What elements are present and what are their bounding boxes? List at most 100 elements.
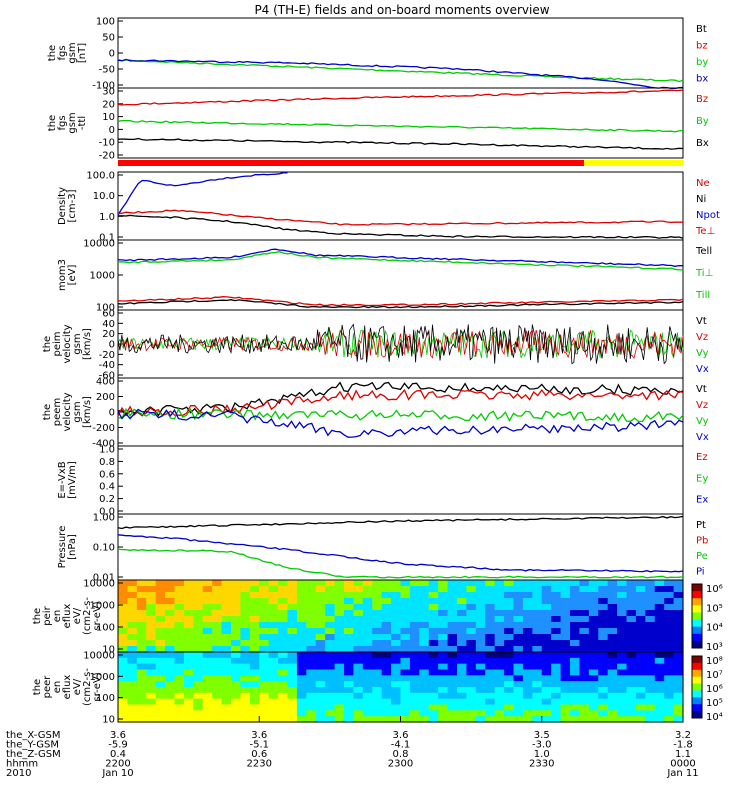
heat-cell [268, 628, 279, 635]
heat-cell [118, 616, 129, 623]
legend-entry: Vz [696, 332, 708, 343]
heat-cell [174, 716, 185, 723]
heat-cell [560, 610, 571, 617]
heat-cell [325, 669, 336, 676]
heat-cell [617, 710, 628, 717]
heat-cell [532, 675, 543, 682]
heat-cell [306, 698, 317, 706]
heat-cell [475, 616, 486, 623]
heat-cell [409, 687, 420, 694]
heat-cell [240, 704, 251, 711]
y-tick-label: 10 [102, 715, 115, 726]
heat-cell [183, 692, 194, 700]
heat-cell [278, 586, 289, 593]
heat-cell [193, 663, 204, 671]
heat-cell [127, 646, 138, 653]
heat-cell [287, 592, 298, 599]
heat-cell [240, 687, 251, 694]
heat-cell [155, 598, 166, 605]
heat-cell [334, 704, 345, 711]
heat-cell [268, 610, 279, 617]
heat-cell [588, 669, 599, 676]
heat-cell [522, 622, 533, 629]
heat-cell [334, 652, 345, 659]
heat-cell [268, 592, 279, 599]
colorbar-band [692, 612, 702, 621]
heat-cell [381, 634, 392, 641]
heat-cell [391, 604, 402, 611]
heat-cell [626, 710, 637, 717]
heat-cell [428, 663, 439, 671]
heat-cell [532, 616, 543, 623]
heat-cell [353, 698, 364, 706]
heat-cell [174, 675, 185, 682]
panel-frame [117, 445, 684, 515]
heat-cell [249, 640, 260, 647]
heat-cell [579, 592, 590, 599]
heat-cell [664, 592, 675, 599]
heat-cell [513, 616, 524, 623]
heat-cell [344, 681, 355, 688]
heat-cell [400, 652, 411, 659]
heat-cell [165, 640, 176, 647]
heat-cell [353, 657, 364, 665]
heat-cell [522, 646, 533, 653]
heat-cell [617, 616, 628, 623]
heat-cell [372, 657, 383, 665]
heat-cell [400, 598, 411, 605]
heat-cell [334, 634, 345, 641]
heat-cell [221, 616, 232, 623]
heat-cell [296, 586, 307, 593]
heat-cell [325, 634, 336, 641]
heat-cell [306, 716, 317, 723]
heat-cell [673, 640, 684, 647]
heat-cell [296, 634, 307, 641]
heat-cell [673, 616, 684, 623]
heat-cell [296, 652, 307, 659]
heat-cell [127, 580, 138, 587]
heat-cell [513, 628, 524, 635]
heat-cell [588, 592, 599, 599]
heat-cell [626, 610, 637, 617]
heat-cell [391, 710, 402, 717]
heat-cell [447, 598, 458, 605]
heat-cell [570, 628, 581, 635]
heat-cell [212, 604, 223, 611]
heat-cell [419, 675, 430, 682]
heat-cell [457, 704, 468, 711]
heat-cell [457, 640, 468, 647]
heat-cell [259, 616, 270, 623]
heat-cell [344, 710, 355, 717]
heat-cell [240, 634, 251, 641]
heat-cell [146, 710, 157, 717]
heat-cell [127, 652, 138, 659]
heat-cell [645, 604, 656, 611]
colorbar-tick-label: 10³ [706, 642, 723, 653]
heat-cell [174, 663, 185, 671]
heat-cell [485, 634, 496, 641]
heat-cell [570, 675, 581, 682]
heat-cell [381, 692, 392, 700]
heat-cell [231, 586, 242, 593]
heat-cell [551, 669, 562, 676]
heat-cell [551, 580, 562, 587]
heat-cell [579, 586, 590, 593]
heat-cell [240, 657, 251, 665]
y-axis-label-line: gsm [72, 401, 83, 422]
heat-cell [673, 681, 684, 688]
heat-cell [183, 628, 194, 635]
heat-cell [457, 663, 468, 671]
heat-cell [438, 604, 449, 611]
heat-cell [193, 687, 204, 694]
heat-cell [607, 692, 618, 700]
heat-cell [202, 628, 213, 635]
heat-cell [673, 634, 684, 641]
heat-cell [400, 640, 411, 647]
heat-cell [560, 710, 571, 717]
heat-cell [240, 669, 251, 676]
y-tick-label: 50 [102, 33, 115, 44]
heat-cell [570, 634, 581, 641]
heat-cell [635, 669, 646, 676]
heat-cell [447, 586, 458, 593]
